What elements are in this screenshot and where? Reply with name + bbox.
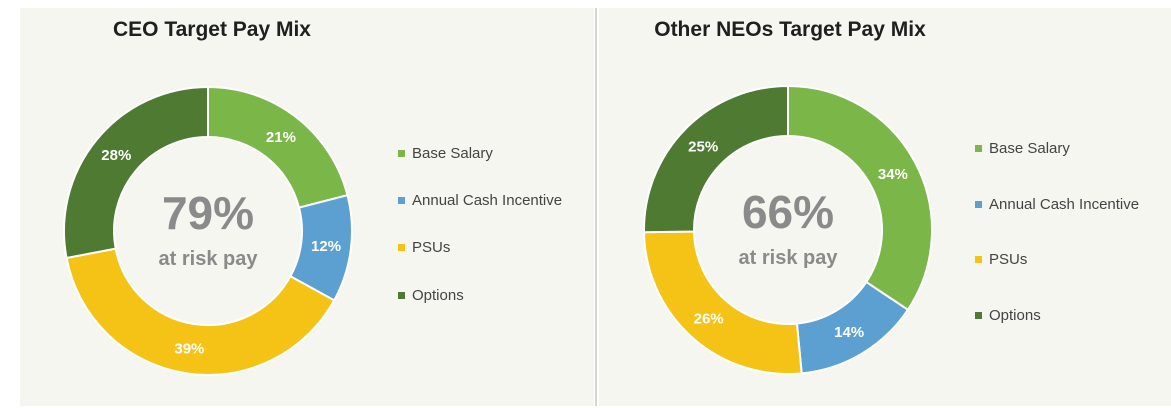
legend-label: PSUs [989,251,1028,268]
legend-label: Base Salary [989,140,1070,157]
neo-chart-panel: Other NEOs Target Pay Mix 34% 14% 26% 25% 66… [599,8,1171,406]
data-label: 28% [101,147,131,164]
legend-label: PSUs [412,239,451,256]
legend-item: Annual Cash Incentive [975,195,1139,215]
center-label: at risk pay [159,248,259,270]
center-label: at risk pay [739,247,839,269]
legend-swatch [398,196,405,204]
slice-options [643,84,789,234]
chart-title: Other NEOs Target Pay Mix [654,18,926,41]
legend-swatch [398,149,405,157]
legend-swatch [975,200,982,208]
legend-swatch [975,311,982,319]
slice-options [63,85,209,260]
ceo-chart-panel: CEO Target Pay Mix 21% 12% 39% 28% 79% at ris… [20,8,594,406]
legend-swatch [398,243,405,251]
legend-swatch [975,144,982,152]
legend-item: Options [975,306,1041,326]
legend-label: Annual Cash Incentive [989,196,1140,213]
legend-item: PSUs [398,238,450,258]
data-label: 25% [688,139,718,156]
panel-divider [595,8,597,406]
data-label: 12% [311,238,341,255]
legend-item: Annual Cash Incentive [398,191,562,211]
legend-item: Base Salary [398,144,493,164]
legend-item: Options [398,286,464,306]
data-label: 26% [694,311,724,328]
data-label: 34% [878,166,908,183]
neo-donut-chart: 34% 14% 26% 25% 66% at risk pay [643,84,933,375]
legend-label: Options [989,307,1041,324]
legend-item: PSUs [975,250,1027,270]
data-label: 39% [174,341,204,358]
legend-label: Options [412,287,464,304]
legend-label: Base Salary [412,145,493,162]
center-percentage: 66% [742,186,834,238]
data-label: 14% [834,324,864,341]
legend-label: Annual Cash Incentive [412,192,563,209]
center-percentage: 79% [162,187,254,239]
legend-swatch [398,291,405,299]
legend-swatch [975,255,982,263]
legend-item: Base Salary [975,139,1070,159]
data-label: 21% [266,129,296,146]
slice-psus [65,247,336,376]
slice-base-salary [787,84,933,312]
chart-title: CEO Target Pay Mix [112,18,311,41]
ceo-donut-chart: 21% 12% 39% 28% 79% at risk pay [63,85,353,376]
